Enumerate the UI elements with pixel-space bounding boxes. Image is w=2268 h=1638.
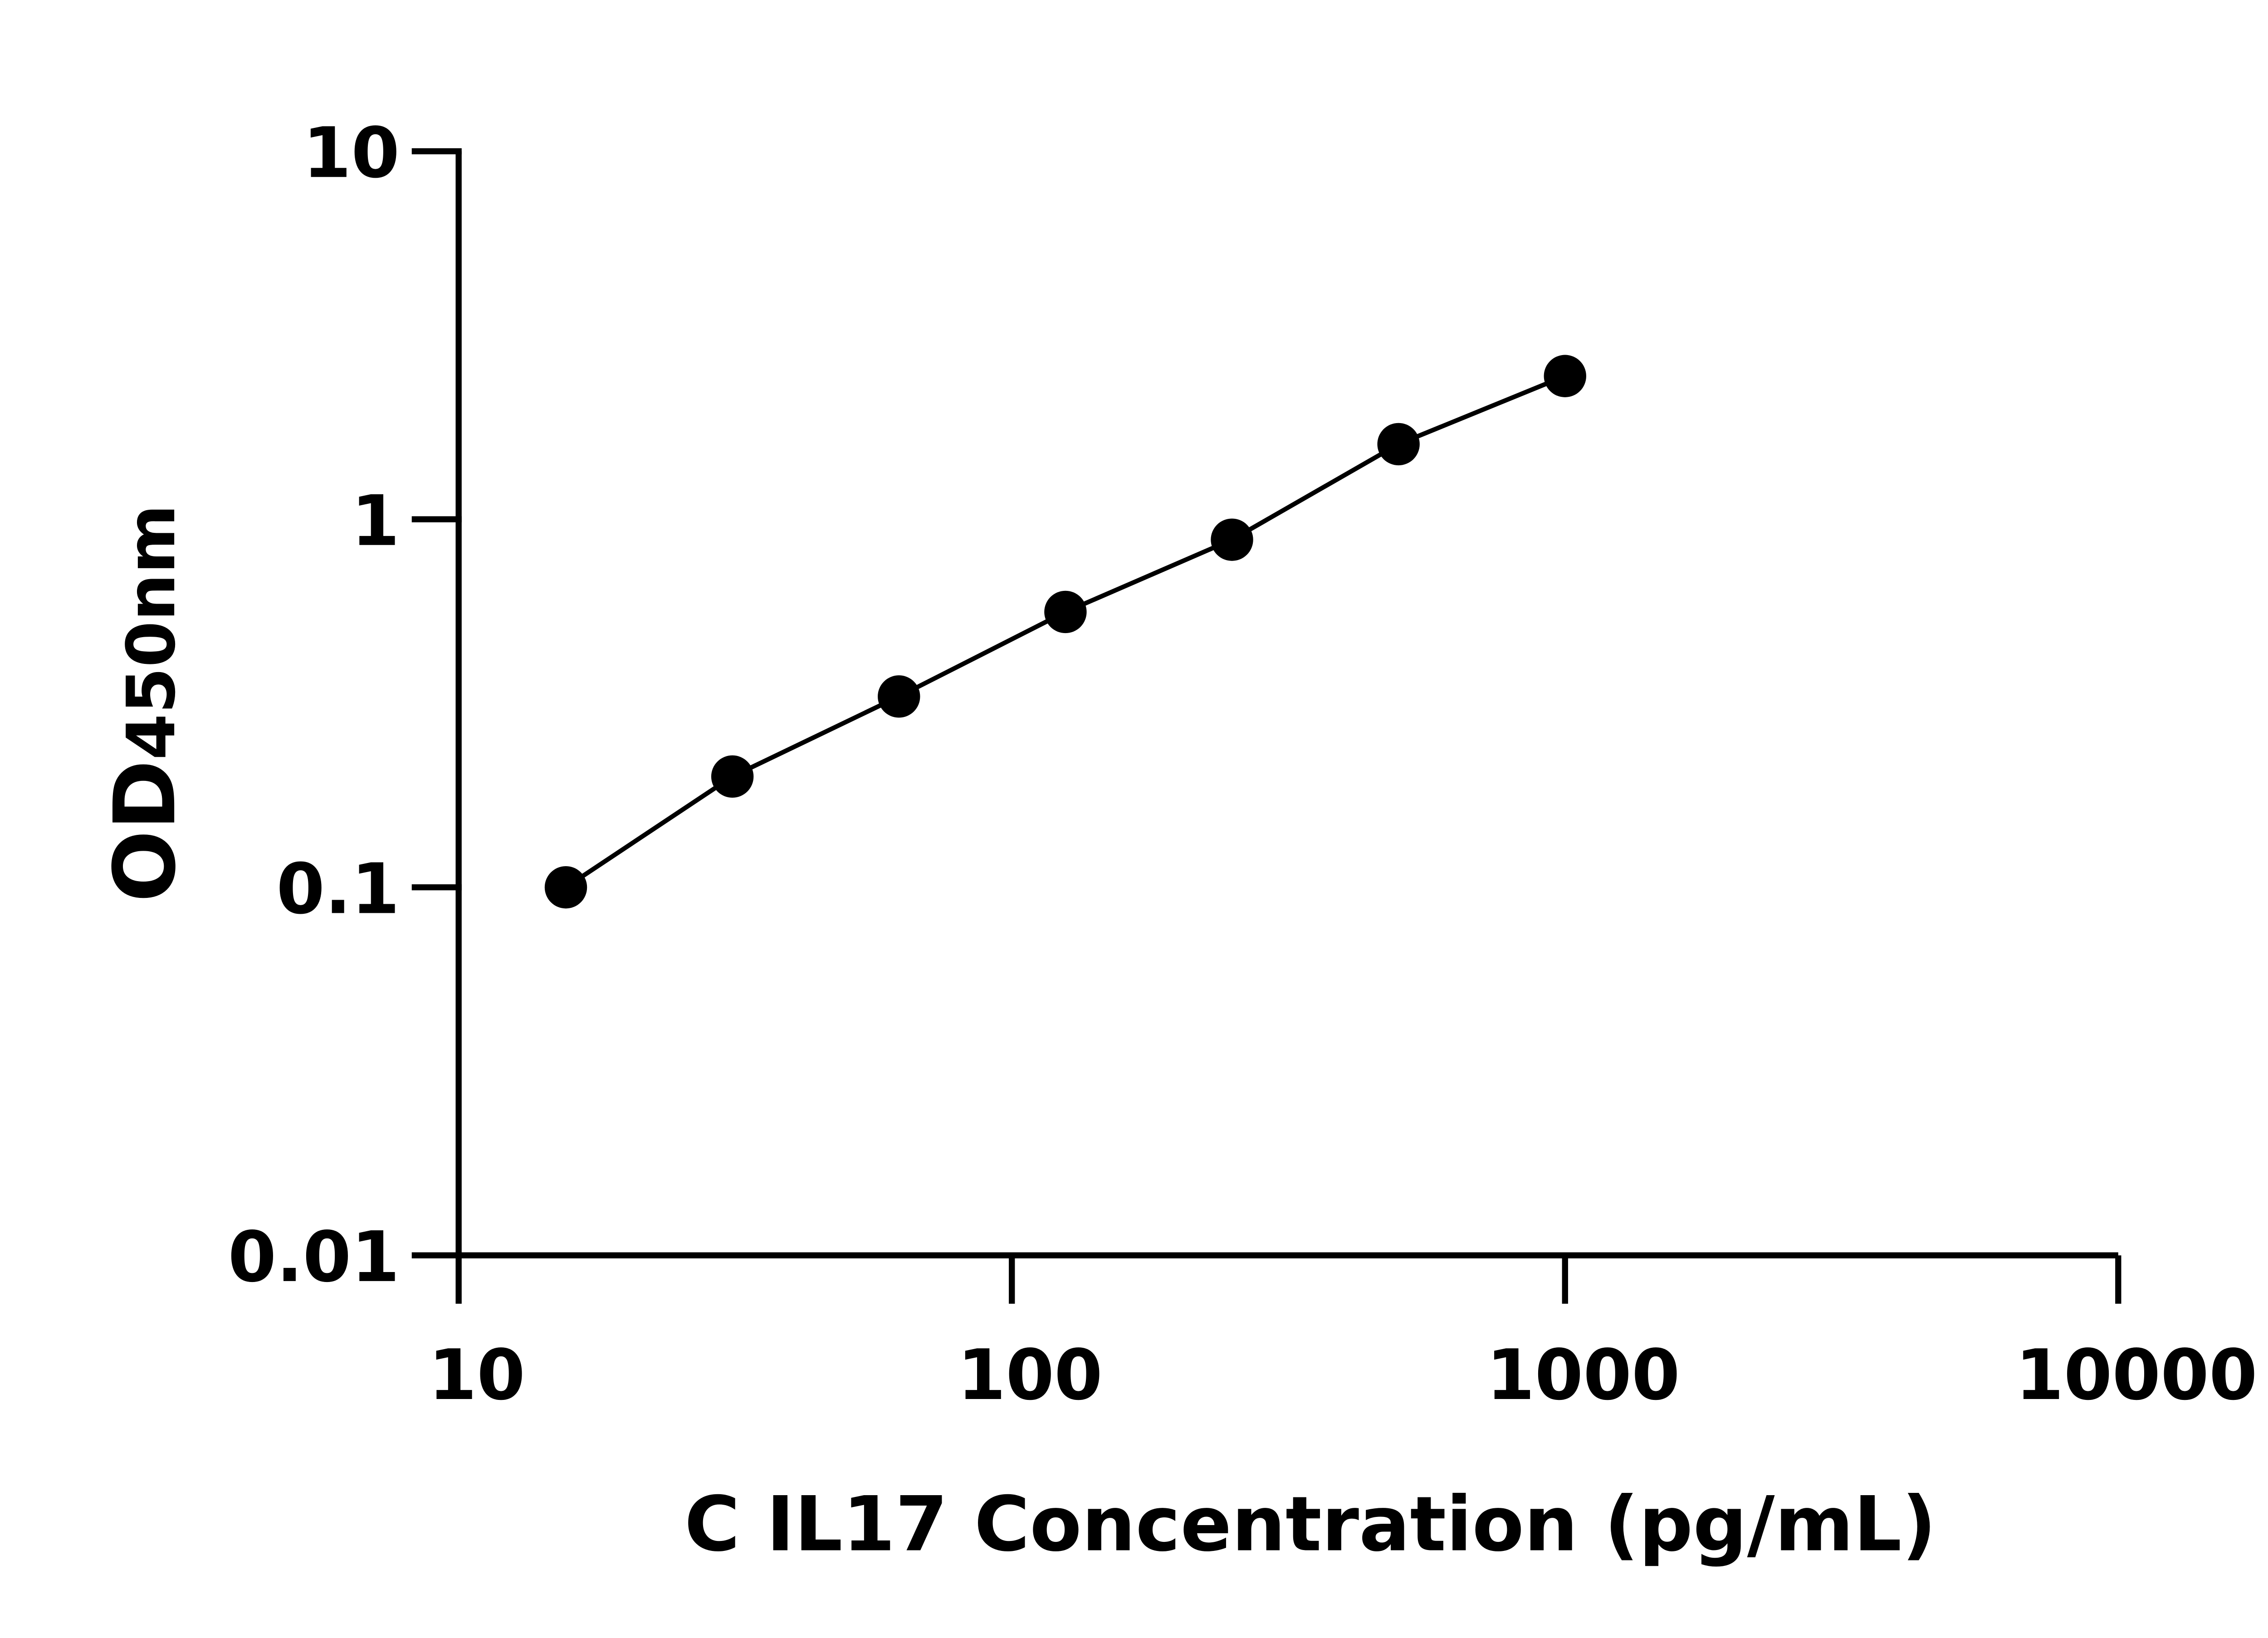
y-tick-label: 0.01 bbox=[228, 1217, 400, 1298]
data-point bbox=[1544, 355, 1586, 397]
y-axis-label-main: OD bbox=[96, 760, 195, 902]
axes bbox=[455, 151, 2118, 1258]
y-axis-label: OD450nm bbox=[96, 504, 195, 902]
x-axis-label: C IL17 Concentration (pg/mL) bbox=[684, 1481, 1936, 1569]
y-tick-label: 0.1 bbox=[276, 849, 400, 930]
x-tick-label: 10 bbox=[428, 1335, 525, 1416]
x-tick-label: 100 bbox=[958, 1335, 1103, 1416]
data-point bbox=[544, 866, 587, 909]
data-point bbox=[1211, 518, 1253, 561]
y-tick-label: 1 bbox=[351, 481, 400, 562]
y-axis-label-subscript: 450nm bbox=[112, 504, 190, 760]
x-tick-label: 1000 bbox=[1486, 1335, 1680, 1416]
x-tick-label: 10000 bbox=[2015, 1335, 2258, 1416]
y-tick-label: 10 bbox=[303, 113, 400, 194]
data-point bbox=[711, 755, 754, 798]
data-point bbox=[878, 675, 920, 718]
data-point bbox=[1377, 423, 1420, 466]
data-point bbox=[1044, 590, 1087, 634]
